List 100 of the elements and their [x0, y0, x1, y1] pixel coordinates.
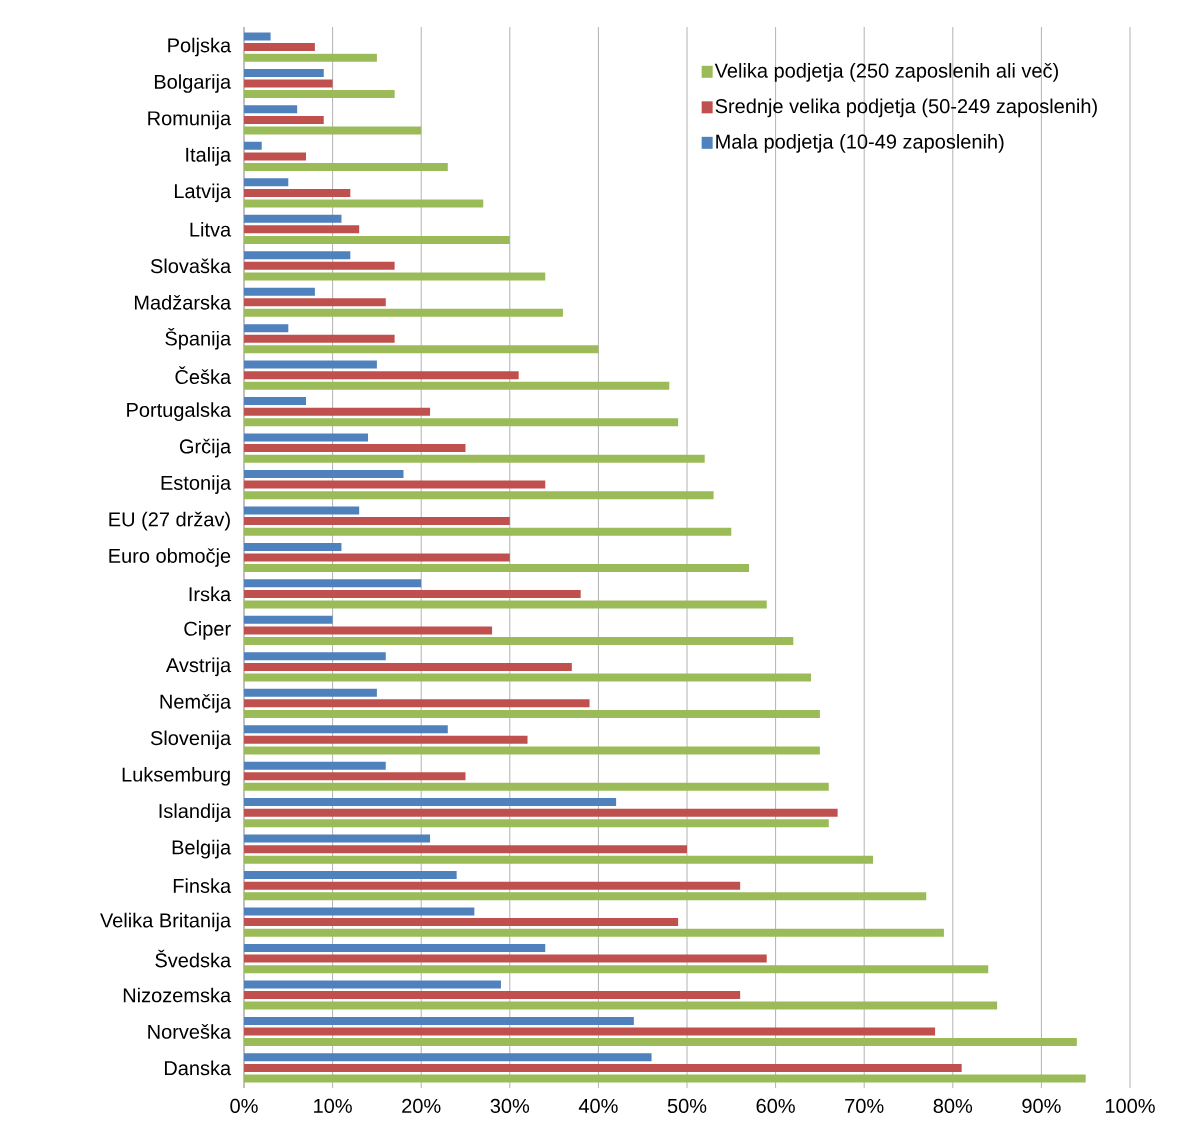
bar	[244, 699, 590, 708]
y-tick-label: Islandija	[159, 803, 232, 823]
bar	[244, 943, 546, 952]
legend-label: Velika podjetja (250 zaposlenih ali več)	[714, 63, 1058, 82]
y-tick-label: Belgija	[172, 839, 232, 859]
bar	[244, 105, 298, 114]
bar	[244, 298, 386, 307]
bar	[244, 1038, 1077, 1047]
x-tick-label: 100%	[1105, 1098, 1155, 1114]
bar	[244, 188, 351, 197]
y-tick-label: Slovaška	[150, 258, 232, 274]
x-tick-label: 0%	[230, 1098, 258, 1114]
bar	[244, 79, 333, 88]
y-tick-label: Italija	[186, 147, 232, 166]
bar	[244, 881, 741, 890]
bar	[244, 819, 829, 828]
bar	[244, 469, 404, 478]
y-tick-label: Latvija	[174, 183, 232, 203]
bar	[244, 225, 360, 234]
bar	[244, 1074, 1086, 1083]
y-tick-label: Slovenija	[150, 730, 232, 750]
y-tick-label: Danska	[164, 1060, 232, 1076]
y-tick-label: Ciper	[184, 621, 231, 640]
y-tick-label: Španija	[165, 327, 232, 350]
x-tick-label: 10%	[314, 1098, 352, 1114]
bar	[244, 589, 581, 598]
bar	[244, 68, 324, 77]
bar	[244, 871, 457, 880]
x-tick-label: 30%	[490, 1098, 530, 1114]
bar	[244, 53, 377, 62]
y-tick-label: Nizozemska	[123, 987, 232, 1003]
y-tick-label: Luksemburg	[122, 766, 230, 786]
bar	[244, 735, 528, 744]
bar	[244, 928, 944, 937]
bar	[244, 324, 289, 333]
bar	[244, 235, 510, 244]
bar	[244, 261, 395, 270]
legend-label: Mala podjetja (10-49 zaposlenih)	[716, 134, 1004, 153]
x-tick-label: 80%	[933, 1098, 973, 1114]
bar	[244, 725, 448, 734]
bar	[244, 214, 342, 223]
bar	[244, 199, 484, 208]
y-tick-label: Švedska	[155, 949, 232, 968]
bar	[244, 855, 874, 864]
bar	[244, 251, 351, 260]
bar	[244, 126, 422, 135]
x-tick-label: 20%	[402, 1098, 441, 1114]
bar	[244, 652, 386, 661]
bar	[244, 360, 377, 369]
bar	[244, 626, 493, 635]
bar	[244, 32, 271, 41]
y-tick-label: Poljska	[168, 37, 232, 57]
bar	[244, 637, 794, 646]
bar	[244, 397, 307, 406]
bar	[244, 834, 431, 843]
bar	[244, 688, 377, 697]
bar	[244, 553, 510, 562]
bar	[244, 991, 741, 1000]
bar	[244, 517, 510, 526]
bar	[244, 965, 989, 974]
bar	[244, 1063, 962, 1072]
legend-label: Srednje velika podjetja (50-249 zaposlenih)	[715, 98, 1097, 118]
bar	[244, 845, 687, 854]
bar	[244, 564, 750, 573]
bar	[244, 746, 820, 755]
bar	[244, 371, 519, 380]
bar	[244, 163, 448, 172]
x-tick-label: 50%	[667, 1098, 707, 1114]
bar	[244, 782, 829, 791]
x-tick-label: 40%	[578, 1098, 618, 1114]
bar	[244, 433, 369, 442]
x-tick-label: 60%	[756, 1098, 795, 1114]
bar	[244, 709, 820, 718]
bar	[244, 662, 572, 671]
y-tick-label: Madžarska	[134, 294, 232, 310]
y-tick-label: Grčija	[179, 438, 232, 458]
x-tick-label: 70%	[845, 1098, 884, 1114]
bar	[244, 527, 732, 536]
y-tick-label: Norveška	[148, 1024, 232, 1039]
bar	[244, 600, 767, 609]
bar	[244, 287, 315, 296]
bar	[244, 907, 475, 916]
bar	[244, 152, 307, 161]
bar	[244, 444, 466, 453]
y-tick-label: Bolgarija	[154, 74, 232, 93]
y-tick-label: Romunija	[148, 110, 232, 130]
bar	[244, 673, 812, 682]
bar	[244, 980, 501, 989]
y-tick-label: Finska	[173, 878, 232, 893]
bar	[244, 334, 395, 343]
bar	[244, 1016, 634, 1025]
y-tick-label: Nemčija	[160, 693, 232, 713]
bar	[244, 141, 262, 150]
y-tick-label: Euro območje	[109, 548, 231, 567]
bar	[244, 1027, 936, 1036]
bar	[244, 407, 431, 416]
y-tick-label: Irska	[189, 586, 232, 602]
bar	[244, 1053, 652, 1062]
bar	[244, 272, 546, 281]
y-tick-label: Velika Britanija	[100, 912, 232, 932]
